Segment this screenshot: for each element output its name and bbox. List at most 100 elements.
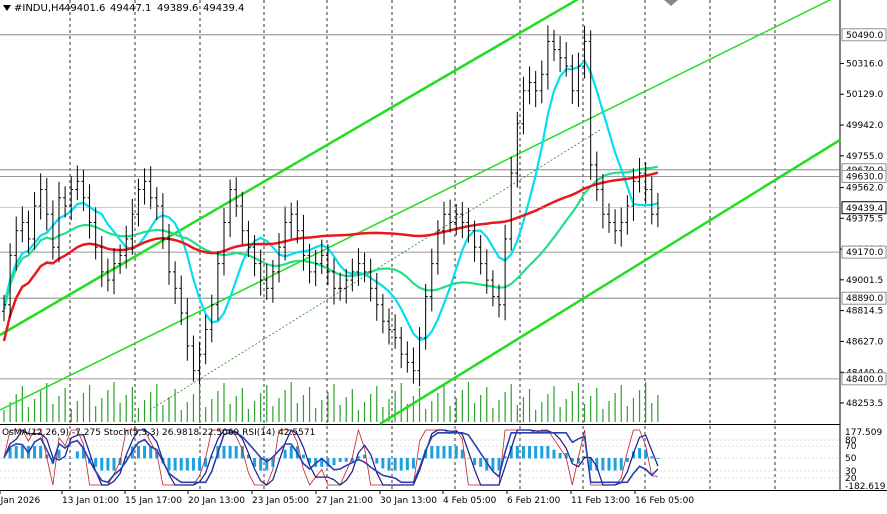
osma-histogram-bar — [546, 446, 550, 459]
osma-histogram-bar — [271, 458, 275, 467]
osma-histogram-bar — [57, 449, 61, 459]
osma-histogram-bar — [106, 458, 110, 471]
osma-histogram-bar — [570, 458, 574, 462]
price-tick-label: 48814.5 — [846, 307, 883, 317]
osma-histogram-bar — [564, 453, 568, 459]
osma-histogram-bar — [625, 458, 629, 462]
level-price-box — [841, 372, 887, 386]
osma-histogram-bar — [332, 458, 336, 466]
osma-histogram-bar — [644, 449, 648, 459]
osma-histogram-bar — [638, 448, 642, 459]
high-value: 49447.1 — [110, 3, 151, 14]
oscillator-label: OsMA(12,26,9) -7.275 Stoch(5,3,3) 26.981… — [2, 428, 315, 438]
osma-histogram-bar — [167, 458, 171, 471]
osma-histogram-bar — [185, 458, 189, 471]
time-tick-label: 30 Jan 13:00 — [380, 496, 437, 506]
osma-histogram-bar — [601, 458, 605, 471]
osma-histogram-bar — [387, 458, 391, 471]
osma-histogram-bar — [436, 446, 440, 459]
price-tick-label: 50316.0 — [846, 59, 883, 69]
osma-histogram-bar — [356, 456, 360, 459]
osma-histogram-bar — [418, 458, 422, 461]
osma-histogram-bar — [442, 446, 446, 459]
osma-histogram-bar — [509, 446, 513, 459]
level-price-label: 48890.0 — [846, 294, 883, 304]
osma-histogram-bar — [246, 454, 250, 459]
osma-histogram-bar — [448, 446, 452, 459]
symbol-dropdown-icon[interactable] — [3, 5, 11, 11]
price-axis: 50316.0 50129.0 49942.0 49755.0 49562.0 49375… — [0, 28, 887, 409]
osma-histogram-bar — [558, 453, 562, 459]
time-tick-label: 9 Jan 2026 — [0, 496, 40, 506]
price-tick-label: 49001.5 — [846, 276, 883, 286]
osma-histogram-bar — [136, 446, 140, 459]
osma-histogram-bar — [228, 446, 232, 459]
osma-histogram-bar — [259, 458, 263, 471]
time-tick-label: 4 Feb 05:00 — [443, 496, 497, 506]
time-tick-label: 11 Feb 13:00 — [571, 496, 630, 506]
level-price-label: 48400.0 — [846, 375, 883, 385]
moving-averages — [2, 59, 659, 342]
osma-histogram-bar — [411, 458, 415, 469]
osma-histogram-bar — [479, 458, 483, 467]
osma-histogram-bar — [14, 446, 18, 459]
osma-histogram-bar — [656, 458, 660, 459]
time-axis: 9 Jan 2026 13 Jan 01:00 15 Jan 17:00 20 Jan… — [0, 490, 694, 506]
osma-histogram-bar — [650, 456, 654, 459]
osma-histogram-bar — [338, 458, 342, 462]
stochastic-main-line — [3, 429, 659, 486]
osma-histogram-bar — [576, 458, 580, 464]
price-tick-label: 48253.5 — [846, 399, 883, 409]
osma-histogram-bar — [350, 458, 354, 462]
osma-histogram-bar — [485, 458, 489, 471]
osma-histogram-bar — [149, 446, 153, 459]
level-price-label: 49170.0 — [846, 248, 883, 258]
open-value: 49401.6 — [64, 3, 105, 14]
osma-histogram-bar — [81, 448, 85, 459]
osma-histogram-bar — [430, 446, 434, 459]
level-price-box — [841, 28, 887, 42]
osma-histogram-bar — [552, 449, 556, 459]
time-tick-label: 16 Feb 05:00 — [635, 496, 694, 506]
level-price-box — [841, 291, 887, 305]
osma-histogram-bar — [301, 454, 305, 459]
osma-histogram-bar — [39, 446, 43, 459]
level-price-label: 49630.0 — [846, 172, 883, 182]
osma-histogram-bar — [528, 446, 532, 459]
osma-histogram-bar — [112, 458, 116, 471]
level-price-box — [841, 245, 887, 259]
price-bars — [2, 25, 660, 387]
osma-histogram-bar — [204, 458, 208, 467]
osma-histogram-bar — [143, 446, 147, 459]
time-tick-label: 27 Jan 21:00 — [316, 496, 373, 506]
osma-histogram-bar — [344, 458, 348, 462]
osma-histogram-bar — [265, 458, 269, 471]
osma-histogram-bar — [460, 449, 464, 459]
shift-marker-icon[interactable] — [664, 0, 678, 6]
chart-header: #INDU,H4 49401.6 49447.1 49389.6 49439.4 — [3, 3, 244, 14]
osma-histogram-bar — [405, 458, 409, 471]
osma-histogram-bar — [173, 458, 177, 471]
osma-histogram-bar — [521, 446, 525, 459]
osma-histogram-bar — [595, 458, 599, 471]
osma-histogram-bar — [283, 449, 287, 459]
osma-histogram-bar — [75, 451, 79, 459]
current-price-label: 49439.4 — [846, 204, 883, 214]
rsi-line — [3, 431, 659, 484]
channel-lower — [379, 138, 841, 426]
symbol-label: #INDU,H4 — [14, 3, 65, 14]
channel-mid — [0, 0, 832, 411]
price-tick-label: 50129.0 — [846, 90, 883, 100]
osma-histogram-bar — [515, 446, 519, 459]
moving-average-line — [2, 165, 659, 310]
osma-histogram-bar — [466, 458, 470, 459]
osma-histogram-bar — [240, 446, 244, 459]
osma-histogram-bar — [497, 458, 501, 471]
osma-histogram-bar — [191, 458, 195, 471]
osma-histogram-bar — [63, 458, 67, 459]
osma-histogram-bar — [491, 458, 495, 471]
oscillator-tick-label: 20 — [845, 474, 857, 484]
